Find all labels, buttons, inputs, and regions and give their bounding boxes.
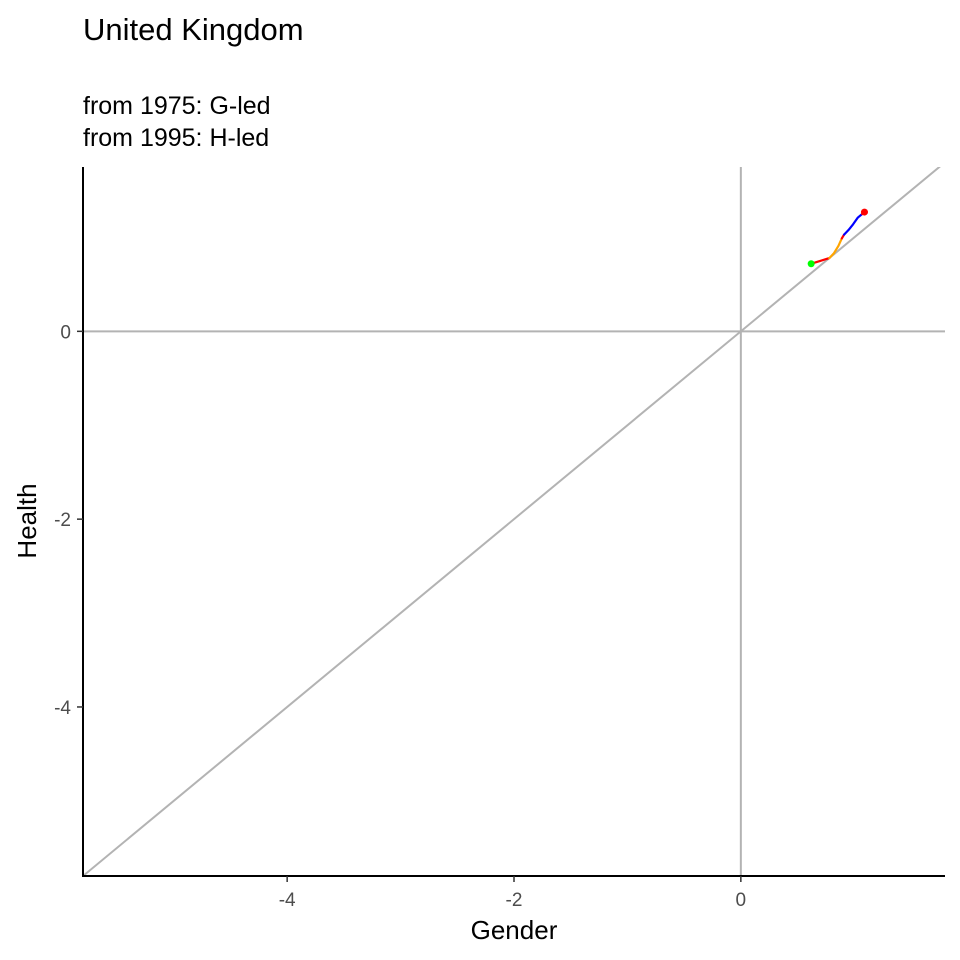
series-start-point <box>807 260 815 268</box>
y-tick-label: -2 <box>54 510 71 531</box>
x-axis-title: Gender <box>471 915 558 945</box>
y-tick-label: 0 <box>60 322 71 343</box>
x-tick-label: -2 <box>506 890 523 911</box>
x-axis-ticks: -4 -2 0 <box>279 876 746 911</box>
data-series <box>807 208 868 268</box>
chart-subtitle-line-2: from 1995: H-led <box>83 124 269 152</box>
series-end-point <box>860 208 868 216</box>
reference-lines <box>83 167 945 876</box>
x-tick-label: -4 <box>279 890 296 911</box>
plot-area <box>83 167 945 876</box>
series-segment-2 <box>828 237 843 260</box>
chart-title: United Kingdom <box>83 12 304 47</box>
y-axis-ticks: 0 -2 -4 <box>54 322 83 719</box>
y-axis-title: Health <box>12 483 42 558</box>
y-tick-label: -4 <box>54 698 71 719</box>
chart-subtitle-line-1: from 1975: G-led <box>83 92 271 120</box>
x-tick-label: 0 <box>736 890 747 911</box>
series-segment-4 <box>842 212 864 236</box>
reference-line-diagonal <box>83 167 941 876</box>
